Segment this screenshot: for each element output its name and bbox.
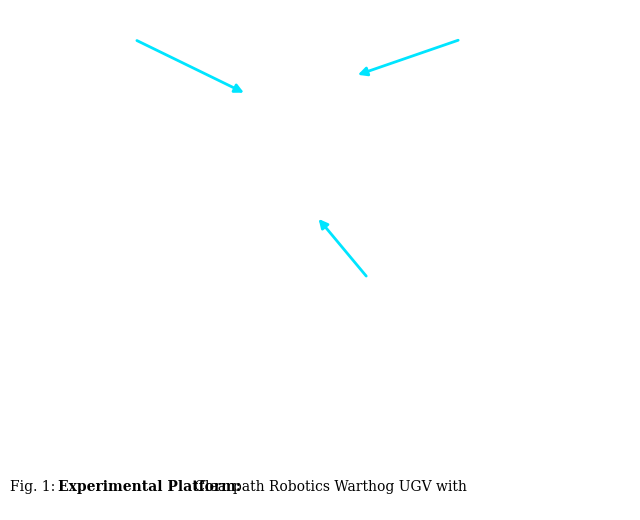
Text: Experimental Platform:: Experimental Platform: bbox=[58, 480, 241, 494]
Text: Ouster OS1
LIDAR: Ouster OS1 LIDAR bbox=[461, 23, 546, 51]
Text: Clearpath Robotics Warthog UGV with: Clearpath Robotics Warthog UGV with bbox=[189, 480, 467, 494]
Text: Fig. 1:: Fig. 1: bbox=[10, 480, 60, 494]
Text: Velodyne VLP-32
LIDAR: Velodyne VLP-32 LIDAR bbox=[29, 23, 154, 51]
Text: Karmin2 Stereo
Camera: Karmin2 Stereo Camera bbox=[368, 296, 484, 324]
